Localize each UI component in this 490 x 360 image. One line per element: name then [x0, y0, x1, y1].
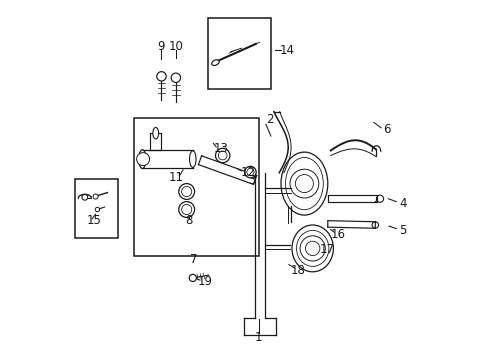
Circle shape: [290, 169, 319, 198]
Text: 9: 9: [158, 40, 165, 53]
Ellipse shape: [281, 152, 328, 215]
Circle shape: [247, 168, 254, 176]
Circle shape: [82, 194, 88, 200]
Circle shape: [157, 72, 166, 81]
Circle shape: [182, 186, 192, 197]
Circle shape: [179, 184, 195, 199]
Text: 13: 13: [214, 142, 229, 155]
Text: 11: 11: [169, 171, 184, 184]
Bar: [134, 118, 259, 256]
Text: 5: 5: [399, 224, 406, 237]
Text: 8: 8: [186, 214, 193, 227]
Circle shape: [93, 194, 98, 199]
Circle shape: [189, 274, 196, 282]
Circle shape: [295, 175, 314, 193]
Text: 16: 16: [330, 228, 345, 240]
Text: 6: 6: [384, 123, 391, 136]
Circle shape: [245, 166, 256, 178]
Text: 7: 7: [190, 253, 197, 266]
Ellipse shape: [212, 60, 219, 66]
Circle shape: [137, 153, 149, 166]
Circle shape: [182, 204, 192, 215]
Circle shape: [372, 222, 379, 228]
Circle shape: [219, 151, 227, 160]
Circle shape: [95, 207, 99, 212]
Ellipse shape: [190, 151, 196, 167]
Ellipse shape: [296, 230, 329, 266]
Text: 19: 19: [197, 275, 212, 288]
Ellipse shape: [153, 127, 159, 139]
Circle shape: [216, 148, 230, 163]
Text: 14: 14: [280, 44, 295, 57]
Ellipse shape: [286, 158, 323, 210]
Circle shape: [376, 195, 384, 202]
Text: 2: 2: [266, 113, 273, 126]
Text: 1: 1: [255, 331, 263, 344]
Text: 18: 18: [291, 264, 306, 277]
Circle shape: [305, 241, 320, 256]
Text: 3: 3: [248, 174, 255, 186]
Ellipse shape: [139, 150, 146, 168]
Text: 4: 4: [399, 197, 406, 210]
Circle shape: [300, 236, 325, 261]
Ellipse shape: [292, 225, 333, 272]
Bar: [208, 18, 271, 89]
Text: 12: 12: [241, 166, 255, 179]
Circle shape: [171, 73, 180, 82]
Text: 15: 15: [87, 214, 102, 227]
Bar: [75, 179, 118, 238]
Text: 17: 17: [319, 243, 335, 256]
Circle shape: [179, 202, 195, 217]
Text: 10: 10: [169, 40, 183, 53]
